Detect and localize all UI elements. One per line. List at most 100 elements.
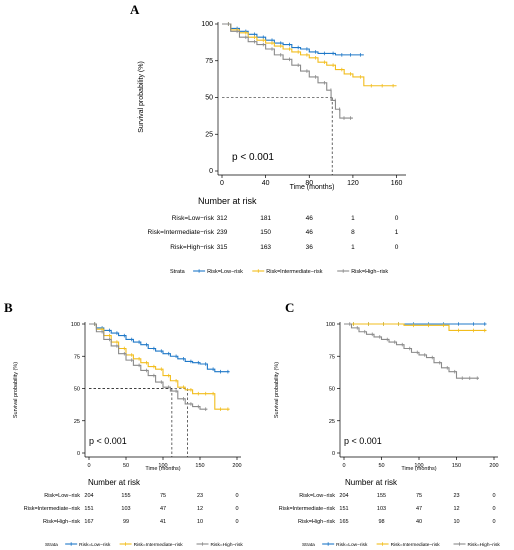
b-y-tick-label: 100: [71, 322, 80, 328]
panel-b: B 0 25 50 75 100 0 50 100 150 200 Time (months) Sur…: [0, 300, 257, 550]
a-risk-cell: 150: [260, 229, 271, 236]
c-series-1-curve: [344, 323, 487, 331]
panel-a: A 0 25 50 75 100 0 40 80 120 160 Time (months) Surv…: [130, 2, 406, 275]
a-y-tick-label: 100: [201, 21, 213, 28]
c-risk-cell: 151: [339, 506, 348, 512]
a-x-tick-label: 120: [347, 180, 359, 187]
a-risk-cell: 163: [260, 244, 271, 251]
c-y-tick-label: 0: [332, 451, 335, 457]
a-risk-cell: 0: [395, 244, 399, 251]
panel-b-letter: B: [4, 300, 13, 315]
c-risk-row-label: Risk=Intermediate−risk: [279, 506, 335, 512]
a-x-tick-label: 160: [391, 180, 403, 187]
a-risk-row-label: Risk=Intermediate−risk: [148, 229, 215, 236]
a-legend-title: Strata: [170, 269, 186, 275]
b-series-0-curve: [89, 323, 230, 373]
a-x-tick-label: 80: [305, 180, 313, 187]
a-risk-cell: 181: [260, 215, 271, 222]
a-p-value: p < 0.001: [232, 152, 274, 163]
b-y-tick-label: 0: [77, 451, 80, 457]
a-x-tick-label: 0: [220, 180, 224, 187]
b-risk-cell: 0: [235, 493, 238, 499]
c-legend-label: Risk=High−risk: [468, 542, 501, 548]
c-y-tick-label: 50: [329, 387, 335, 393]
b-series-1-curve: [89, 323, 230, 410]
panel-c-letter: C: [285, 300, 295, 315]
c-x-tick-label: 100: [414, 463, 423, 469]
b-risk-cell: 0: [235, 519, 238, 525]
b-risk-row-label: Risk=Intermediate−risk: [24, 506, 80, 512]
b-series-2-curve: [89, 323, 208, 410]
b-risk-cell: 10: [197, 519, 203, 525]
a-y-tick-label: 25: [205, 131, 213, 138]
b-risk-cell: 47: [160, 506, 166, 512]
a-risk-cell: 46: [306, 229, 314, 236]
panel-a-letter: A: [130, 2, 140, 17]
a-risk-cell: 1: [351, 215, 355, 222]
c-y-tick-label: 100: [326, 322, 335, 328]
c-risk-cell: 40: [416, 519, 422, 525]
c-risk-cell: 155: [377, 493, 386, 499]
c-risk-cell: 75: [416, 493, 422, 499]
a-series-0-curve: [222, 23, 364, 56]
c-risk-row-label: Risk=Low−risk: [299, 493, 335, 499]
b-risk-cell: 99: [123, 519, 129, 525]
c-risk-table-title: Number at risk: [345, 478, 398, 487]
a-risk-cell: 239: [217, 229, 228, 236]
b-p-value: p < 0.001: [89, 436, 127, 446]
a-risk-cell: 8: [351, 229, 355, 236]
c-risk-cell: 0: [492, 493, 495, 499]
b-risk-cell: 204: [84, 493, 93, 499]
b-risk-row-label: Risk=High−risk: [43, 519, 80, 525]
b-legend-label: Risk=Intermediate−risk: [134, 542, 184, 548]
c-risk-row-label: Risk=High−risk: [298, 519, 335, 525]
a-legend-label: Risk=Intermediate−risk: [266, 269, 322, 275]
b-risk-cell: 0: [235, 506, 238, 512]
a-risk-cell: 0: [395, 215, 399, 222]
c-risk-cell: 165: [339, 519, 348, 525]
c-risk-cell: 47: [416, 506, 422, 512]
c-y-tick-label: 25: [329, 419, 335, 425]
c-y-axis-title: Survival probability (%): [274, 362, 280, 418]
panel-c: C 0 25 50 75 100 0 50 100 150 200 Time (months) Sur…: [257, 300, 514, 550]
b-risk-cell: 23: [197, 493, 203, 499]
b-risk-cell: 75: [160, 493, 166, 499]
a-risk-cell: 1: [395, 229, 399, 236]
a-legend-label: Risk=High−risk: [351, 269, 388, 275]
b-x-tick-label: 200: [232, 463, 241, 469]
a-series-1-curve: [222, 23, 397, 87]
c-risk-cell: 10: [453, 519, 459, 525]
a-risk-table-title: Number at risk: [198, 196, 257, 206]
c-x-tick-label: 200: [489, 463, 498, 469]
a-risk-cell: 312: [217, 215, 228, 222]
c-risk-cell: 0: [492, 519, 495, 525]
b-x-tick-label: 50: [123, 463, 129, 469]
a-y-tick-label: 50: [205, 95, 213, 102]
c-legend-title: Strata: [302, 542, 315, 548]
c-risk-cell: 12: [453, 506, 459, 512]
c-risk-cell: 204: [339, 493, 348, 499]
b-legend-title: Strata: [45, 542, 58, 548]
a-series-2-curve: [222, 23, 353, 119]
c-risk-cell: 98: [378, 519, 384, 525]
b-x-tick-label: 150: [195, 463, 204, 469]
c-risk-cell: 0: [492, 506, 495, 512]
a-risk-cell: 1: [351, 244, 355, 251]
b-y-tick-label: 75: [74, 354, 80, 360]
b-x-tick-label: 0: [87, 463, 90, 469]
b-risk-cell: 41: [160, 519, 166, 525]
b-x-axis-title: Time (months): [145, 466, 180, 472]
b-y-tick-label: 25: [74, 419, 80, 425]
b-legend-label: Risk=Low−risk: [79, 542, 111, 548]
c-y-tick-label: 75: [329, 354, 335, 360]
c-risk-cell: 103: [377, 506, 386, 512]
a-y-tick-label: 75: [205, 58, 213, 65]
a-y-axis-title: Survival probability (%): [138, 61, 145, 133]
c-risk-cell: 23: [453, 493, 459, 499]
b-y-axis-title: Survival probability (%): [13, 362, 19, 418]
c-x-tick-label: 0: [342, 463, 345, 469]
a-risk-cell: 315: [217, 244, 228, 251]
